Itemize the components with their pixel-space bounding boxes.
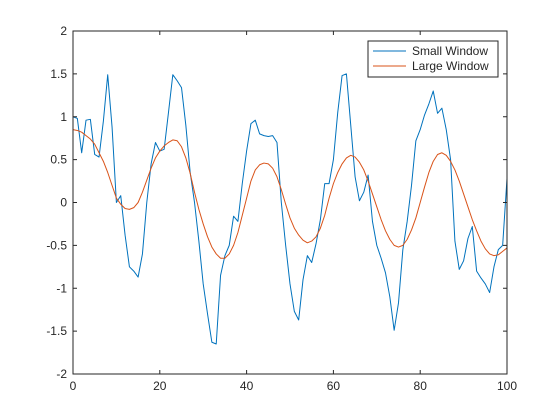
series-line-1 [72,73,508,345]
x-tick-label: 60 [327,379,341,393]
y-tick-label: 1 [60,110,67,124]
y-tick-label: -2 [56,367,67,381]
x-tick-label: 0 [70,379,77,393]
legend-label-1: Small Window [412,44,488,58]
y-tick-label: -1 [56,281,67,295]
y-tick-label: 2 [60,24,67,38]
legend-label-2: Large Window [412,59,489,73]
x-tick-label: 40 [240,379,254,393]
y-tick-label: 1.5 [50,67,67,81]
y-tick-label: -0.5 [46,238,67,252]
x-tick-label: 100 [497,379,517,393]
y-tick-label: 0.5 [50,153,67,167]
series-layer [72,73,508,345]
series-line-2 [72,129,508,259]
plot-area [73,31,507,374]
legend-box [367,40,499,78]
y-tick-label: -1.5 [46,324,67,338]
axes-layer: 0 20 40 60 80 100 -2 -1.5 -1 -0.5 0 0.5 1 1.5 2 [46,24,517,393]
y-tick-label: 0 [60,196,67,210]
x-tick-label: 80 [414,379,428,393]
x-tick-label: 20 [153,379,167,393]
